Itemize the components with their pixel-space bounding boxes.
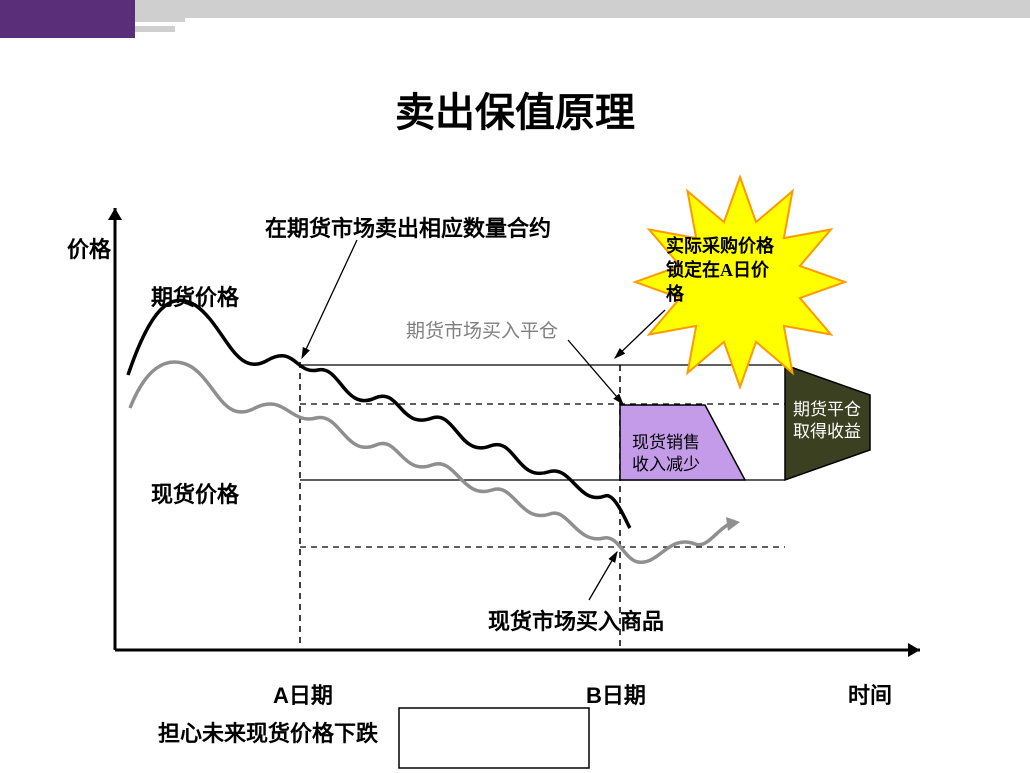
buy-spot-label: 现货市场买入商品 <box>488 604 664 636</box>
svg-text:实际采购价格: 实际采购价格 <box>666 235 775 256</box>
svg-text:收入减少: 收入减少 <box>632 455 700 474</box>
arrow-buy-close <box>568 340 623 404</box>
y-axis-label: 价格 <box>67 232 111 264</box>
svg-text:锁定在A日价: 锁定在A日价 <box>666 259 770 280</box>
arrow-star <box>615 310 665 358</box>
svg-text:取得收益: 取得收益 <box>793 422 861 441</box>
diagram-stage: 现货销售收入减少 期货平仓取得收益 实际采购价格锁定在A日价格 <box>0 0 1030 773</box>
svg-text:格: 格 <box>666 283 685 304</box>
svg-text:现货销售: 现货销售 <box>632 433 700 452</box>
futures-price-label: 期货价格 <box>151 280 239 312</box>
buy-close-label: 期货市场买入平仓 <box>406 316 558 343</box>
tick-label: B日期 <box>586 678 646 710</box>
bottom-box <box>399 708 589 768</box>
tick-label: A日期 <box>273 678 333 710</box>
arrow-buy-spot <box>589 552 617 600</box>
svg-text:期货平仓: 期货平仓 <box>793 400 861 419</box>
spot-price-label: 现货价格 <box>151 477 239 509</box>
worry-label: 担心未来现货价格下跌 <box>158 716 378 748</box>
starburst <box>635 177 845 387</box>
sell-contracts-label: 在期货市场卖出相应数量合约 <box>265 211 551 243</box>
x-axis-label: 时间 <box>848 678 892 710</box>
arrow-sell <box>302 240 357 358</box>
